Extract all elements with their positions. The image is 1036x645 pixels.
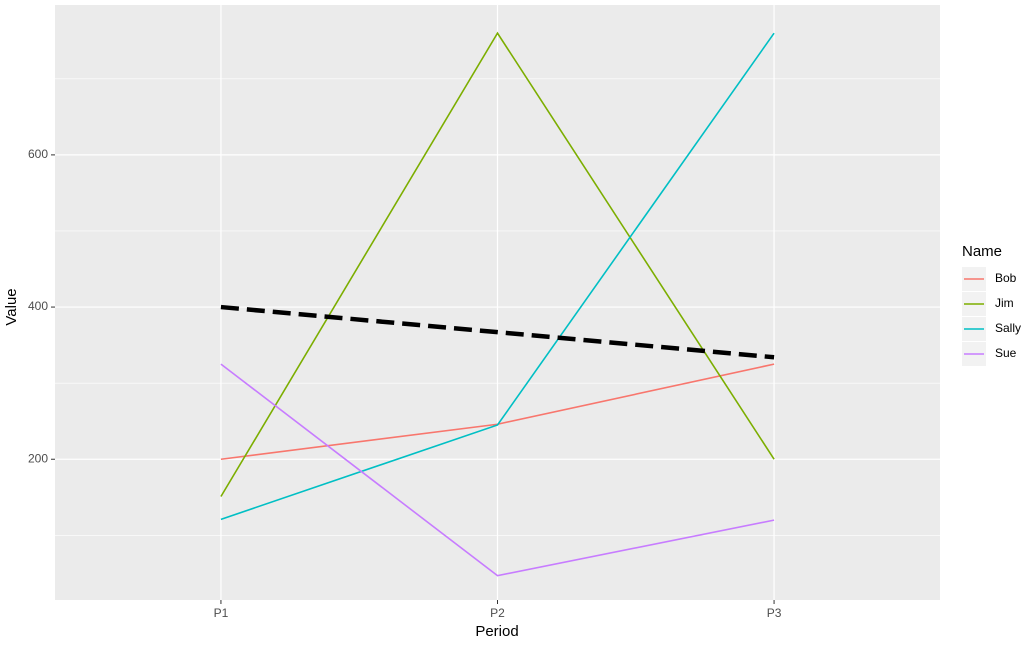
- grid: 200 400 600 P1 P2 P3: [28, 5, 940, 620]
- y-tick-label: 600: [28, 147, 48, 161]
- x-tick-label: P3: [767, 606, 782, 620]
- y-tick-label: 400: [28, 299, 48, 313]
- line: [220, 32, 775, 521]
- line: [220, 363, 775, 577]
- legend-label: Bob: [995, 271, 1017, 285]
- legend-label: Jim: [995, 296, 1014, 310]
- legend-label: Sally: [995, 321, 1021, 335]
- legend-label: Sue: [995, 346, 1017, 360]
- legend-title: Name: [962, 243, 1002, 260]
- legend: Bob Jim Sally Sue: [962, 267, 1021, 366]
- reference-line: [220, 304, 775, 360]
- y-tick-label: 200: [28, 451, 48, 465]
- y-axis-title: Value: [3, 288, 20, 325]
- line: [220, 31, 775, 497]
- x-axis-title: Period: [475, 623, 518, 640]
- x-tick-label: P1: [214, 606, 229, 620]
- x-tick-label: P2: [490, 606, 505, 620]
- marks: [220, 31, 775, 577]
